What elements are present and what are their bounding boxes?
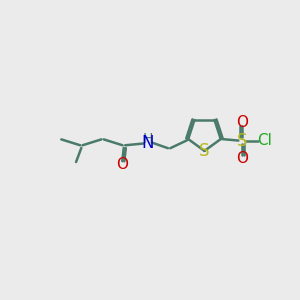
Text: O: O xyxy=(236,151,248,166)
Text: S: S xyxy=(199,142,210,160)
Text: O: O xyxy=(116,157,128,172)
Text: O: O xyxy=(236,116,248,130)
Text: Cl: Cl xyxy=(257,133,272,148)
Text: S: S xyxy=(237,132,247,150)
Text: H: H xyxy=(143,132,153,146)
Text: N: N xyxy=(142,134,154,152)
